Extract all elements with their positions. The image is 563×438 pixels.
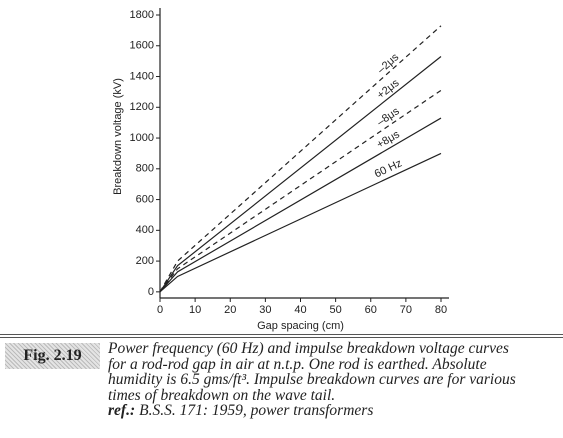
x-tick-label: 20 bbox=[224, 304, 236, 316]
y-tick-label: 0 bbox=[148, 286, 154, 298]
x-tick-label: 0 bbox=[157, 304, 163, 316]
series-label: +8μs bbox=[375, 128, 403, 151]
y-tick-label: 600 bbox=[136, 193, 154, 205]
y-axis-label: Breakdown voltage (kV) bbox=[112, 78, 124, 195]
reference-line: ref.: B.S.S. 171: 1959, power transformer… bbox=[108, 403, 558, 419]
y-tick-label: 1800 bbox=[130, 9, 154, 21]
y-tick-label: 400 bbox=[136, 224, 154, 236]
reference-text: B.S.S. 171: 1959, power transformers bbox=[139, 402, 374, 419]
y-tick-label: 200 bbox=[136, 255, 154, 267]
caption: Power frequency (60 Hz) and impulse brea… bbox=[108, 341, 558, 419]
line-series bbox=[159, 152, 442, 293]
y-tick-label: 1200 bbox=[130, 101, 154, 113]
figure-label: Fig. 2.19 bbox=[5, 343, 100, 369]
line-series bbox=[159, 56, 442, 293]
caption-text: for a rod-rod gap in air at n.t.p. One r… bbox=[108, 355, 487, 373]
chart: 0 200 400 600 800 1000 1200 1400 1600 1800 0 10 20 30… bbox=[112, 8, 449, 332]
line-series bbox=[159, 25, 442, 293]
series-label: 60 Hz bbox=[373, 157, 404, 180]
caption-text: humidity is 6.5 gms/ft³. Impulse breakdo… bbox=[108, 371, 516, 388]
x-tick-label: 80 bbox=[435, 304, 447, 316]
y-tick-label: 1600 bbox=[130, 40, 154, 52]
caption-text: Power frequency (60 Hz) and impulse brea… bbox=[108, 340, 509, 357]
line-series bbox=[159, 89, 442, 293]
x-axis-label: Gap spacing (cm) bbox=[257, 320, 344, 332]
separator bbox=[0, 334, 563, 338]
x-tick-label: 30 bbox=[259, 304, 271, 316]
x-tick-label: 60 bbox=[365, 304, 377, 316]
caption-text: times of breakdown on the wave tail. bbox=[108, 386, 336, 404]
x-tick-label: 50 bbox=[330, 304, 342, 316]
y-tick-label: 1000 bbox=[130, 132, 154, 144]
caption-line: times of breakdown on the wave tail. bbox=[108, 386, 558, 404]
x-tick-label: 40 bbox=[294, 304, 306, 316]
x-tick-label: 70 bbox=[400, 304, 412, 316]
series-label: –8μs bbox=[375, 105, 402, 129]
line-series bbox=[159, 117, 442, 293]
caption-line: for a rod-rod gap in air at n.t.p. One r… bbox=[108, 355, 558, 373]
y-tick-label: 800 bbox=[136, 163, 154, 175]
caption-line: Power frequency (60 Hz) and impulse brea… bbox=[108, 341, 558, 357]
y-tick-label: 1400 bbox=[130, 70, 154, 82]
reference-label: ref.: bbox=[108, 402, 136, 419]
caption-line: humidity is 6.5 gms/ft³. Impulse breakdo… bbox=[108, 372, 558, 388]
x-tick-label: 10 bbox=[189, 304, 201, 316]
